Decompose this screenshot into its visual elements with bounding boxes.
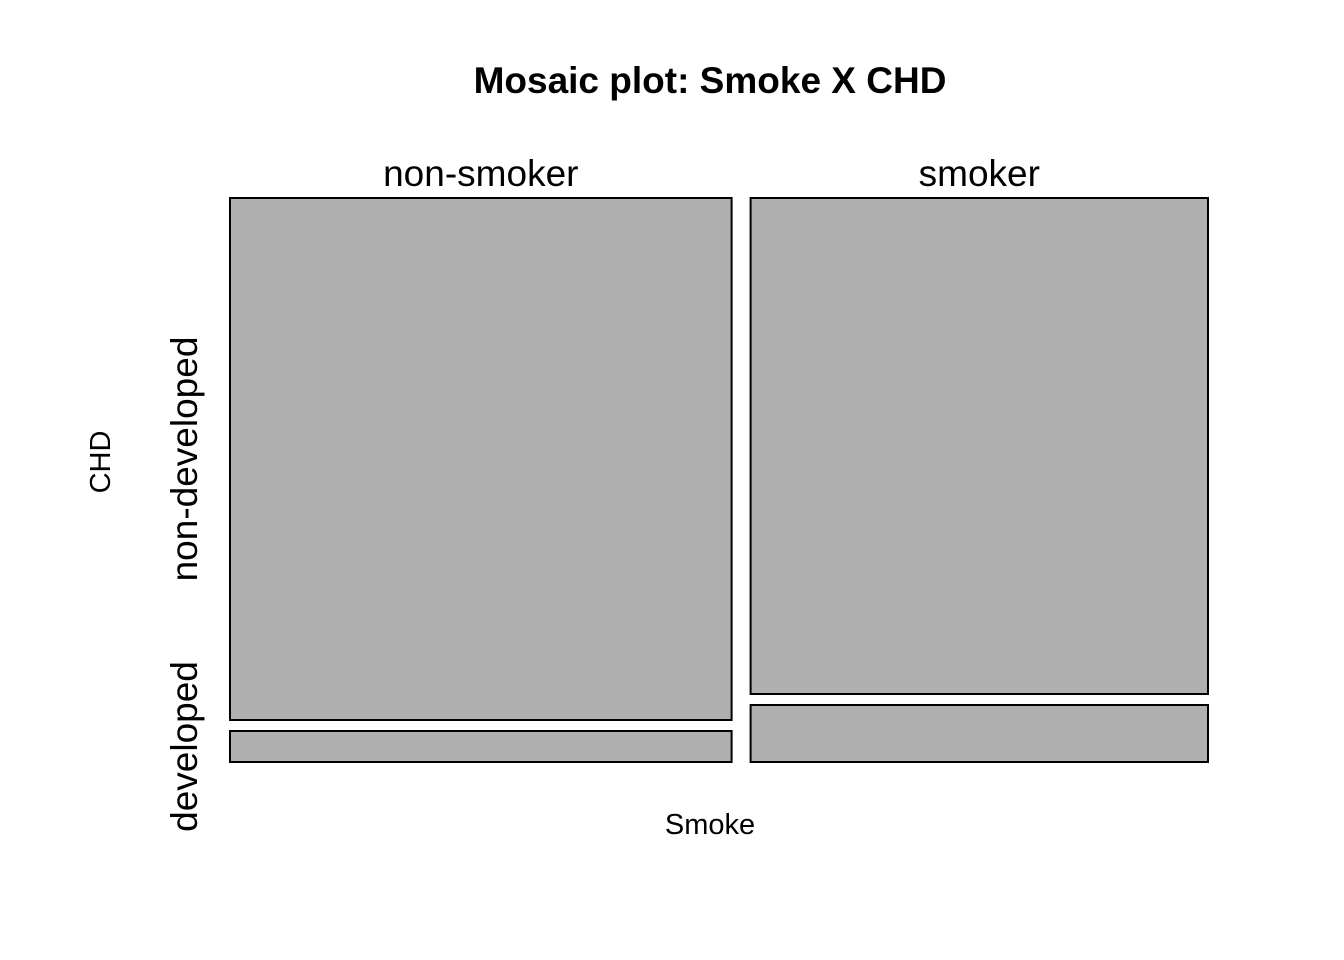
row-label-non-developed: non-developed [164, 337, 205, 582]
y-axis-label: CHD [85, 431, 117, 494]
mosaic-tiles [229, 197, 1209, 763]
column-label-non-smoker: non-smoker [383, 153, 578, 194]
column-label-smoker: smoker [919, 153, 1040, 194]
tile-smoker-developed [749, 704, 1209, 763]
tile-non-smoker-non-developed [229, 197, 733, 721]
row-labels: non-developed developed [164, 337, 205, 832]
tile-smoker-non-developed [749, 197, 1209, 695]
row-label-developed: developed [164, 661, 205, 832]
x-axis-label: Smoke [665, 809, 755, 841]
chart-title: Mosaic plot: Smoke X CHD [474, 60, 947, 101]
tile-non-smoker-developed [229, 730, 733, 763]
column-labels: non-smoker smoker [383, 153, 1040, 194]
